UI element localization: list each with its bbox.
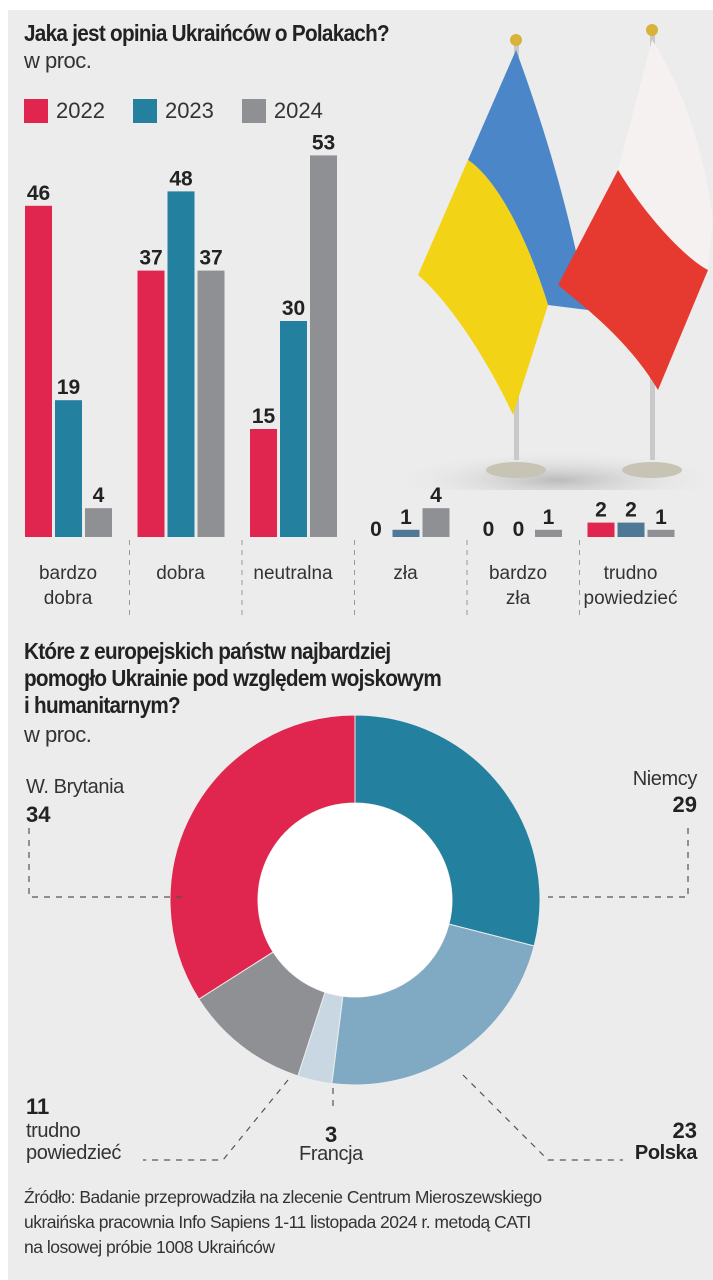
category-label: powiedzieć <box>584 588 678 609</box>
bar-chart-title: Jaka jest opinia Ukraińców o Polakach? <box>24 20 390 46</box>
bar-2023 <box>280 321 307 537</box>
value-francja: 3 <box>325 1122 338 1147</box>
ukraine-flag-blue <box>468 50 588 310</box>
bar-2024 <box>197 270 225 537</box>
data-label: 48 <box>169 167 193 190</box>
data-label: 0 <box>483 518 495 541</box>
title-line: i humanitarnym? <box>24 692 181 718</box>
legend: 2022 2023 2024 <box>24 98 323 124</box>
data-label: 0 <box>370 518 382 541</box>
label-polska: Polska <box>634 1142 697 1164</box>
bar-2024 <box>647 529 675 537</box>
bar-chart-subtitle: w proc. <box>24 48 92 73</box>
legend-item-2024: 2024 <box>241 98 323 124</box>
legend-item-2022: 2022 <box>24 98 105 124</box>
data-label: 2 <box>595 499 607 522</box>
donut-chart-title: Które z europejskich państw najbardziej … <box>24 638 442 719</box>
data-label: 2 <box>625 499 637 522</box>
bar-2022 <box>250 429 277 537</box>
label-trudno: trudno powiedzieć <box>26 1120 121 1164</box>
leader-line <box>28 828 188 898</box>
category-label: bardzo <box>39 563 97 584</box>
value-w-brytania: 34 <box>26 802 51 827</box>
label-w-brytania: W. Brytania <box>26 776 124 798</box>
poland-flag-red <box>558 170 708 390</box>
leader-line <box>548 828 689 898</box>
infographic: Jaka jest opinia Ukraińców o Polakach? w… <box>8 10 713 1280</box>
legend-label: 2022 <box>56 98 105 123</box>
data-label: 37 <box>199 247 222 270</box>
bar-2023 <box>55 400 82 537</box>
data-label: 1 <box>543 506 555 529</box>
data-label: 30 <box>282 297 305 320</box>
legend-item-2023: 2023 <box>132 98 214 124</box>
title-line: pomogło Ukrainie pod względem wojskowym <box>24 665 442 691</box>
category-label: neutralna <box>253 563 333 584</box>
bar-2022 <box>137 270 165 537</box>
ukraine-flag-yellow <box>418 160 548 415</box>
label-francja: Francja <box>299 1143 363 1165</box>
value-niemcy: 29 <box>672 792 697 817</box>
category-label: dobra <box>156 563 205 584</box>
legend-label: 2024 <box>273 98 323 123</box>
value-trudno: 11 <box>26 1094 50 1119</box>
label-niemcy: Niemcy <box>632 768 698 790</box>
value-polska: 23 <box>672 1118 697 1143</box>
bar-2022 <box>587 522 615 537</box>
category-label: bardzo <box>489 563 547 584</box>
bar-2022 <box>25 205 52 538</box>
data-label: 1 <box>655 506 667 529</box>
data-label: 4 <box>430 484 442 507</box>
source-note: Źródło: Badanie przeprowadziła na zlecen… <box>24 1185 542 1260</box>
bar-2024 <box>535 529 562 537</box>
data-label: 4 <box>93 484 105 507</box>
legend-swatch <box>132 99 157 123</box>
data-label: 1 <box>400 506 412 529</box>
data-label: 0 <box>513 518 525 541</box>
label-line: powiedzieć <box>26 1142 121 1164</box>
legend-label: 2023 <box>164 98 214 123</box>
donut-chart <box>28 714 689 1161</box>
data-label: 19 <box>57 376 80 399</box>
source-line: na losowej próbie 1008 Ukraińców <box>24 1237 275 1257</box>
legend-swatch <box>24 99 48 123</box>
ukraine-poland-flags-photo <box>388 24 713 490</box>
bar-2023 <box>617 522 645 537</box>
source-line: Źródło: Badanie przeprowadziła na zlecen… <box>24 1187 542 1207</box>
label-line: trudno <box>26 1120 81 1142</box>
donut-chart-subtitle: w proc. <box>24 722 92 747</box>
bar-2024 <box>85 508 112 537</box>
category-label: zła <box>506 588 531 609</box>
poland-flag-white <box>618 40 713 270</box>
title-line: Które z europejskich państw najbardziej <box>24 638 391 664</box>
leader-line <box>462 1074 623 1161</box>
bar-2024 <box>310 155 337 537</box>
data-label: 37 <box>139 247 162 270</box>
bar-2024 <box>422 508 450 537</box>
data-label: 53 <box>312 131 335 154</box>
bar-2023 <box>392 529 420 537</box>
legend-swatch <box>241 99 266 123</box>
donut-hole <box>258 803 452 997</box>
category-label: dobra <box>44 588 93 609</box>
bar-2023 <box>167 191 195 537</box>
data-label: 46 <box>27 182 50 205</box>
donut-slice <box>331 923 535 1086</box>
category-label: zła <box>393 563 418 584</box>
leader-line <box>143 1079 289 1161</box>
category-label: trudno <box>604 563 658 584</box>
bar-chart: 46 19 4 bardzo dobra 37 48 37 dobra 15 30 53 neutral… <box>25 131 678 618</box>
data-label: 15 <box>252 405 276 428</box>
source-line: ukraińska pracownia Info Sapiens 1-11 li… <box>24 1212 531 1232</box>
